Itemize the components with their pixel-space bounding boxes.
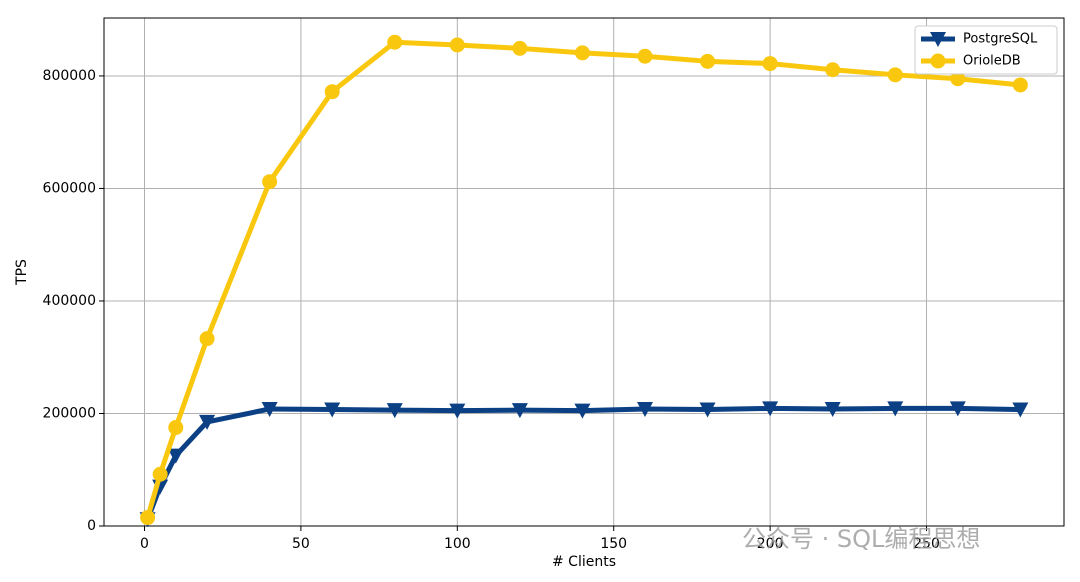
data-point xyxy=(167,448,184,464)
y-tick-label: 800000 xyxy=(43,68,96,84)
data-point xyxy=(512,40,528,56)
data-point xyxy=(261,401,278,417)
data-point xyxy=(824,401,841,417)
data-point xyxy=(762,56,778,72)
plot-frame xyxy=(103,17,1065,527)
y-tick-label: 0 xyxy=(87,518,96,534)
x-tick-label: 100 xyxy=(444,536,471,552)
data-point xyxy=(199,414,216,430)
data-point xyxy=(762,401,779,417)
watermark: 公众号 · SQL编程思想 xyxy=(742,525,980,553)
data-point xyxy=(636,401,653,417)
data-point xyxy=(950,71,966,87)
data-point xyxy=(887,67,903,83)
series-line xyxy=(145,39,1021,519)
data-point xyxy=(1012,77,1028,93)
x-tick-label: 250 xyxy=(913,536,940,552)
data-point xyxy=(387,34,403,50)
x-tick-label: 200 xyxy=(757,536,784,552)
data-point xyxy=(152,466,168,482)
data-point xyxy=(449,37,465,53)
data-point xyxy=(699,402,716,418)
data-point xyxy=(700,53,716,69)
series-line xyxy=(145,405,1021,521)
data-point xyxy=(1012,402,1029,418)
legend-marker xyxy=(930,32,946,47)
data-point xyxy=(140,510,156,526)
data-point xyxy=(324,402,341,418)
data-point xyxy=(511,403,528,419)
y-tick-label: 200000 xyxy=(43,405,96,421)
data-point xyxy=(449,403,466,419)
data-point xyxy=(637,48,653,64)
data-point xyxy=(574,45,590,61)
x-axis-label: # Clients xyxy=(552,554,616,570)
data-point xyxy=(168,420,184,436)
x-tick-label: 50 xyxy=(292,536,310,552)
data-point xyxy=(887,401,904,417)
legend-label: OrioleDB xyxy=(963,54,1021,69)
y-tick-label: 600000 xyxy=(43,180,96,196)
data-point xyxy=(199,331,215,347)
data-point xyxy=(825,62,841,78)
data-point xyxy=(324,84,340,100)
y-tick-label: 400000 xyxy=(43,293,96,309)
data-point xyxy=(949,401,966,417)
data-point xyxy=(262,174,278,190)
data-point xyxy=(574,403,591,419)
x-tick-label: 0 xyxy=(140,536,149,552)
x-tick-label: 150 xyxy=(600,536,627,552)
legend-label: PostgreSQL xyxy=(963,32,1038,47)
y-axis-label: TPS xyxy=(14,259,30,286)
legend-marker xyxy=(930,53,946,69)
data-point xyxy=(386,403,403,419)
